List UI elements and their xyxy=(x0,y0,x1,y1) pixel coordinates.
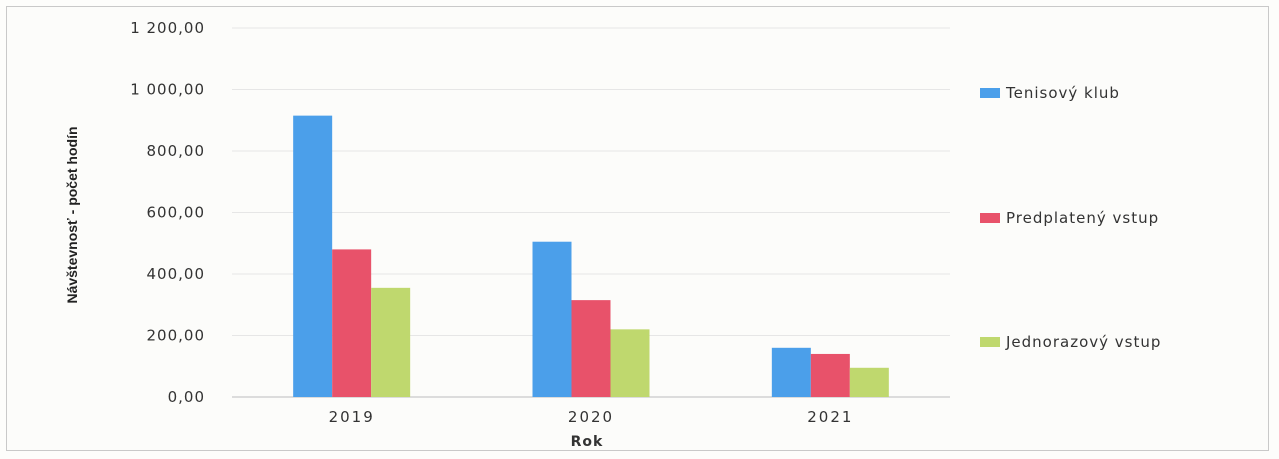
bar xyxy=(810,353,850,397)
y-tick-label: 1 000,00 xyxy=(130,81,205,99)
x-axis-ticks: 2019 2020 2021 xyxy=(329,408,853,426)
legend-item: Predplatený vstup xyxy=(980,209,1159,227)
y-axis-ticks: 0,00 200,00 400,00 600,00 800,00 1 000,00 1 20… xyxy=(130,19,206,406)
bar xyxy=(849,367,889,397)
bars xyxy=(293,115,889,397)
y-tick-label: 0,00 xyxy=(168,388,205,406)
bar xyxy=(532,241,572,397)
y-tick-label: 1 200,00 xyxy=(130,19,205,37)
legend-item: Jednorazový vstup xyxy=(980,333,1161,351)
legend-label: Jednorazový vstup xyxy=(1005,333,1161,351)
x-tick-label: 2020 xyxy=(568,408,614,426)
legend-label: Predplatený vstup xyxy=(1006,209,1159,227)
legend-swatch xyxy=(980,337,1000,347)
bar xyxy=(571,300,611,397)
legend-label: Tenisový klub xyxy=(1005,84,1120,102)
bar xyxy=(332,249,372,397)
y-tick-label: 400,00 xyxy=(147,265,206,283)
bar xyxy=(293,115,333,397)
legend-item: Tenisový klub xyxy=(980,84,1120,102)
legend-swatch xyxy=(980,213,1000,223)
y-axis-label: Návštevnosť - počet hodín xyxy=(64,126,80,303)
legend-swatch xyxy=(980,88,1000,98)
bar xyxy=(771,347,811,397)
x-axis-label: Rok xyxy=(571,434,604,450)
legend: Tenisový klub Predplatený vstup Jednorazov… xyxy=(980,84,1161,351)
y-tick-label: 200,00 xyxy=(147,327,206,345)
x-tick-label: 2021 xyxy=(807,408,853,426)
y-tick-label: 600,00 xyxy=(147,204,206,222)
y-tick-label: 800,00 xyxy=(147,142,206,160)
bar xyxy=(610,329,650,397)
bar xyxy=(371,287,411,397)
x-tick-label: 2019 xyxy=(329,408,375,426)
